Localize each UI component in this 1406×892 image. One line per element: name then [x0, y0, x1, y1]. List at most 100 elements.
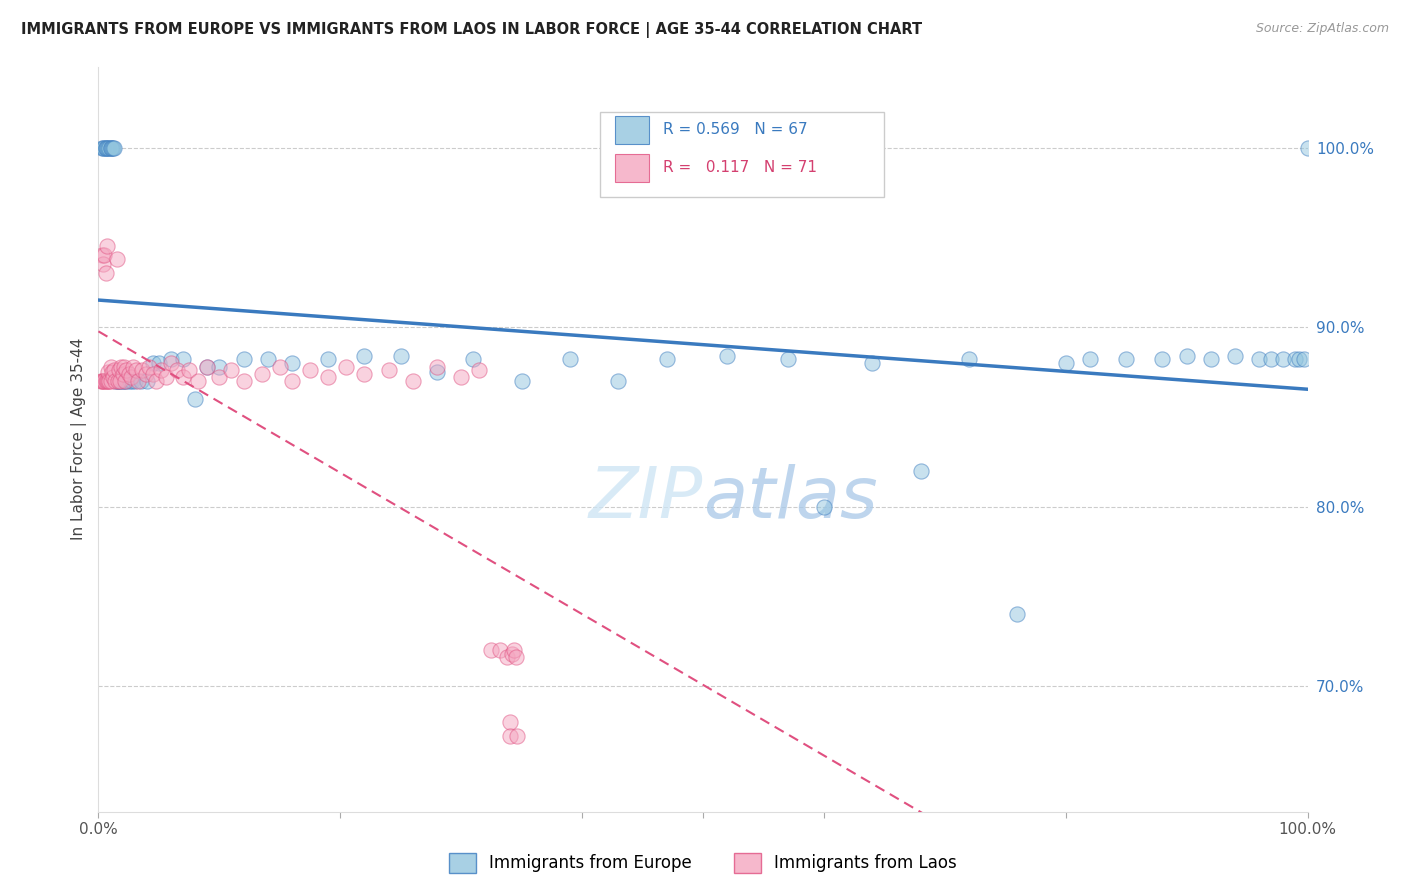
Point	[111, 374, 134, 388]
Point	[607, 374, 630, 388]
Point	[91, 374, 114, 388]
Point	[97, 141, 120, 155]
Text: atlas: atlas	[703, 465, 877, 533]
Point	[100, 359, 122, 374]
Point	[316, 352, 339, 367]
Point	[776, 352, 799, 367]
Point	[108, 374, 131, 388]
Point	[135, 374, 157, 388]
Point	[100, 365, 122, 379]
Point	[232, 374, 254, 388]
Point	[172, 370, 194, 384]
Point	[1249, 352, 1271, 367]
Point	[195, 359, 218, 374]
Text: R = 0.569   N = 67: R = 0.569 N = 67	[664, 122, 807, 137]
Point	[135, 367, 157, 381]
Point	[353, 349, 375, 363]
Point	[250, 367, 273, 381]
Point	[1078, 352, 1101, 367]
Point	[195, 359, 218, 374]
Point	[91, 141, 114, 155]
Point	[104, 374, 127, 388]
Point	[957, 352, 980, 367]
Point	[1223, 349, 1246, 363]
Bar	[614, 116, 648, 145]
Point	[1152, 352, 1174, 367]
Point	[160, 352, 183, 367]
Point	[118, 374, 141, 388]
Point	[114, 374, 136, 388]
Point	[91, 257, 114, 271]
Point	[256, 352, 278, 367]
Point	[481, 643, 503, 657]
Point	[94, 141, 117, 155]
Point	[100, 141, 122, 155]
Bar	[614, 153, 648, 182]
Point	[160, 356, 183, 370]
Point	[122, 359, 145, 374]
Point	[105, 252, 128, 266]
Point	[101, 141, 124, 155]
Point	[125, 363, 148, 377]
Point	[489, 643, 512, 657]
Point	[426, 365, 449, 379]
Point	[124, 374, 146, 388]
Point	[377, 363, 399, 377]
Point	[501, 647, 523, 661]
Point	[184, 392, 207, 406]
Point	[118, 367, 141, 381]
Point	[96, 374, 118, 388]
Point	[426, 359, 449, 374]
Point	[148, 356, 170, 370]
Point	[96, 239, 118, 253]
Point	[93, 248, 115, 262]
Point	[98, 141, 121, 155]
Point	[142, 356, 165, 370]
Point	[1175, 349, 1198, 363]
Point	[93, 141, 115, 155]
Point	[94, 141, 117, 155]
Point	[105, 374, 128, 388]
Point	[142, 367, 165, 381]
Point	[187, 374, 209, 388]
Point	[1296, 141, 1319, 155]
Point	[655, 352, 678, 367]
Point	[299, 363, 322, 377]
Point	[1292, 352, 1315, 367]
Point	[107, 374, 129, 388]
Point	[115, 363, 138, 377]
Point	[111, 367, 134, 381]
Point	[221, 363, 243, 377]
Point	[335, 359, 357, 374]
Point	[353, 367, 375, 381]
Point	[100, 141, 122, 155]
Point	[1284, 352, 1306, 367]
Point	[179, 363, 201, 377]
Point	[269, 359, 291, 374]
Point	[108, 374, 131, 388]
Point	[108, 363, 131, 377]
Point	[150, 363, 173, 377]
Point	[503, 643, 526, 657]
Point	[114, 374, 136, 388]
Point	[91, 141, 114, 155]
Point	[558, 352, 581, 367]
Point	[155, 370, 177, 384]
Text: ZIP: ZIP	[589, 465, 703, 533]
Point	[463, 352, 485, 367]
Point	[496, 650, 519, 665]
Y-axis label: In Labor Force | Age 35-44: In Labor Force | Age 35-44	[72, 338, 87, 541]
Point	[94, 374, 117, 388]
Point	[316, 370, 339, 384]
Legend: Immigrants from Europe, Immigrants from Laos: Immigrants from Europe, Immigrants from …	[443, 847, 963, 880]
Point	[1272, 352, 1295, 367]
Point	[112, 359, 135, 374]
Point	[910, 464, 932, 478]
Point	[281, 356, 304, 370]
Text: Source: ZipAtlas.com: Source: ZipAtlas.com	[1256, 22, 1389, 36]
Point	[716, 349, 738, 363]
Point	[389, 349, 412, 363]
Point	[108, 374, 131, 388]
Point	[172, 352, 194, 367]
Point	[860, 356, 883, 370]
